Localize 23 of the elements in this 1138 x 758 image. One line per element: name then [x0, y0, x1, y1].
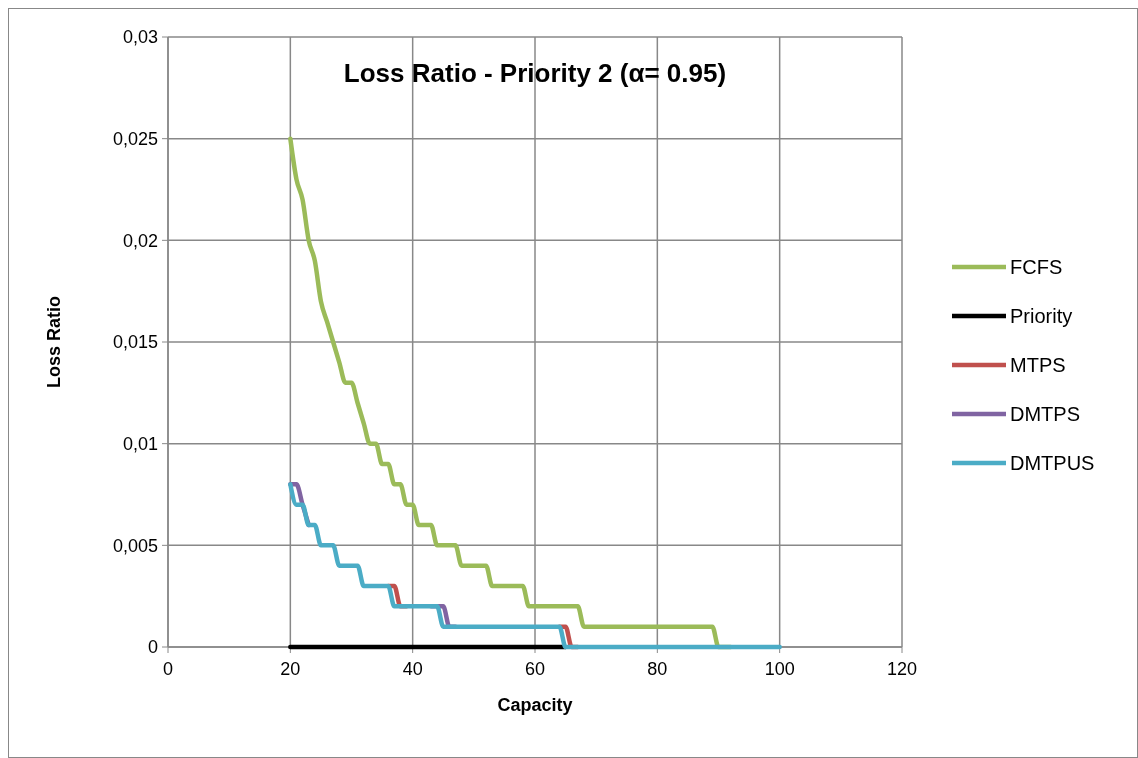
text: Loss Ratio - Priority 2 (α= 0.95) — [343, 58, 727, 88]
y-tick-label: 0,025 — [112, 128, 158, 149]
line-series — [288, 482, 782, 650]
x-tick-label: 120 — [886, 659, 918, 679]
y-tick-label: 0,02 — [122, 230, 158, 251]
y-tick-label: 0,01 — [122, 433, 158, 454]
legend-label: FCFS — [1010, 256, 1063, 278]
x-tick-label: 40 — [402, 659, 423, 679]
y-tick-label: 0 — [147, 637, 158, 658]
x-axis-title: Capacity — [497, 695, 573, 715]
legend-label: MTPS — [1010, 354, 1066, 376]
legend-label: DMTPS — [1010, 403, 1080, 425]
legend-label: DMTPUS — [1010, 452, 1095, 474]
x-tick-label: 100 — [764, 659, 795, 679]
y-tick-label: 0,005 — [112, 535, 158, 556]
legend-label: Priority — [1010, 305, 1073, 327]
x-tick-label: 20 — [280, 659, 301, 679]
y-axis-title: Loss Ratio — [44, 295, 64, 389]
x-tick-label: 0 — [162, 659, 174, 679]
x-tick-label: 60 — [524, 659, 546, 679]
y-tick-label: 0,03 — [122, 27, 158, 48]
y-tick-label: 0,015 — [112, 332, 158, 353]
x-tick-label: 80 — [647, 659, 668, 679]
